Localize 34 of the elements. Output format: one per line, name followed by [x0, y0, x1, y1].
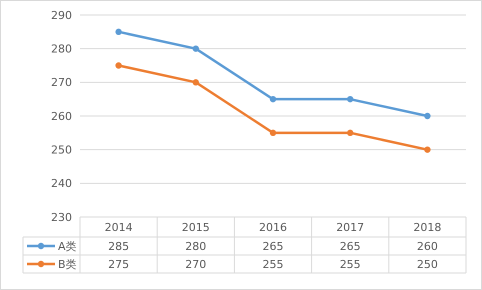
data-label: 255: [262, 258, 284, 271]
data-label: 250: [416, 258, 438, 271]
data-label: 265: [340, 240, 361, 253]
x-tick-label: 2017: [336, 220, 364, 234]
point: [270, 96, 276, 102]
y-tick-label: 230: [51, 210, 72, 224]
y-tick-label: 290: [51, 8, 72, 22]
y-tick-label: 270: [51, 76, 72, 90]
y-tick-label: 240: [51, 177, 72, 190]
data-label: 285: [108, 240, 130, 253]
data-label: 275: [108, 258, 130, 271]
point: [115, 28, 122, 36]
y-tick-label: 250: [51, 144, 72, 157]
point: [192, 45, 199, 52]
data-label: 260: [416, 240, 438, 253]
point: [192, 79, 199, 86]
point: [347, 130, 354, 136]
data-label: 280: [185, 240, 206, 253]
point: [347, 96, 354, 102]
legend-label: A类: [58, 240, 77, 253]
data-label: 265: [262, 240, 284, 253]
x-tick-label: 2015: [182, 220, 210, 234]
point: [424, 146, 431, 153]
x-tick-label: 2016: [259, 220, 287, 234]
y-tick-label: 280: [51, 42, 72, 56]
x-tick-label: 2018: [413, 220, 442, 234]
x-tick-label: 2014: [104, 220, 133, 234]
point: [115, 62, 122, 69]
point: [424, 112, 431, 120]
data-label: 255: [340, 258, 361, 271]
data-label: 270: [185, 258, 206, 271]
point: [270, 130, 276, 136]
y-tick-label: 260: [51, 110, 72, 123]
legend-label: B类: [58, 258, 77, 271]
